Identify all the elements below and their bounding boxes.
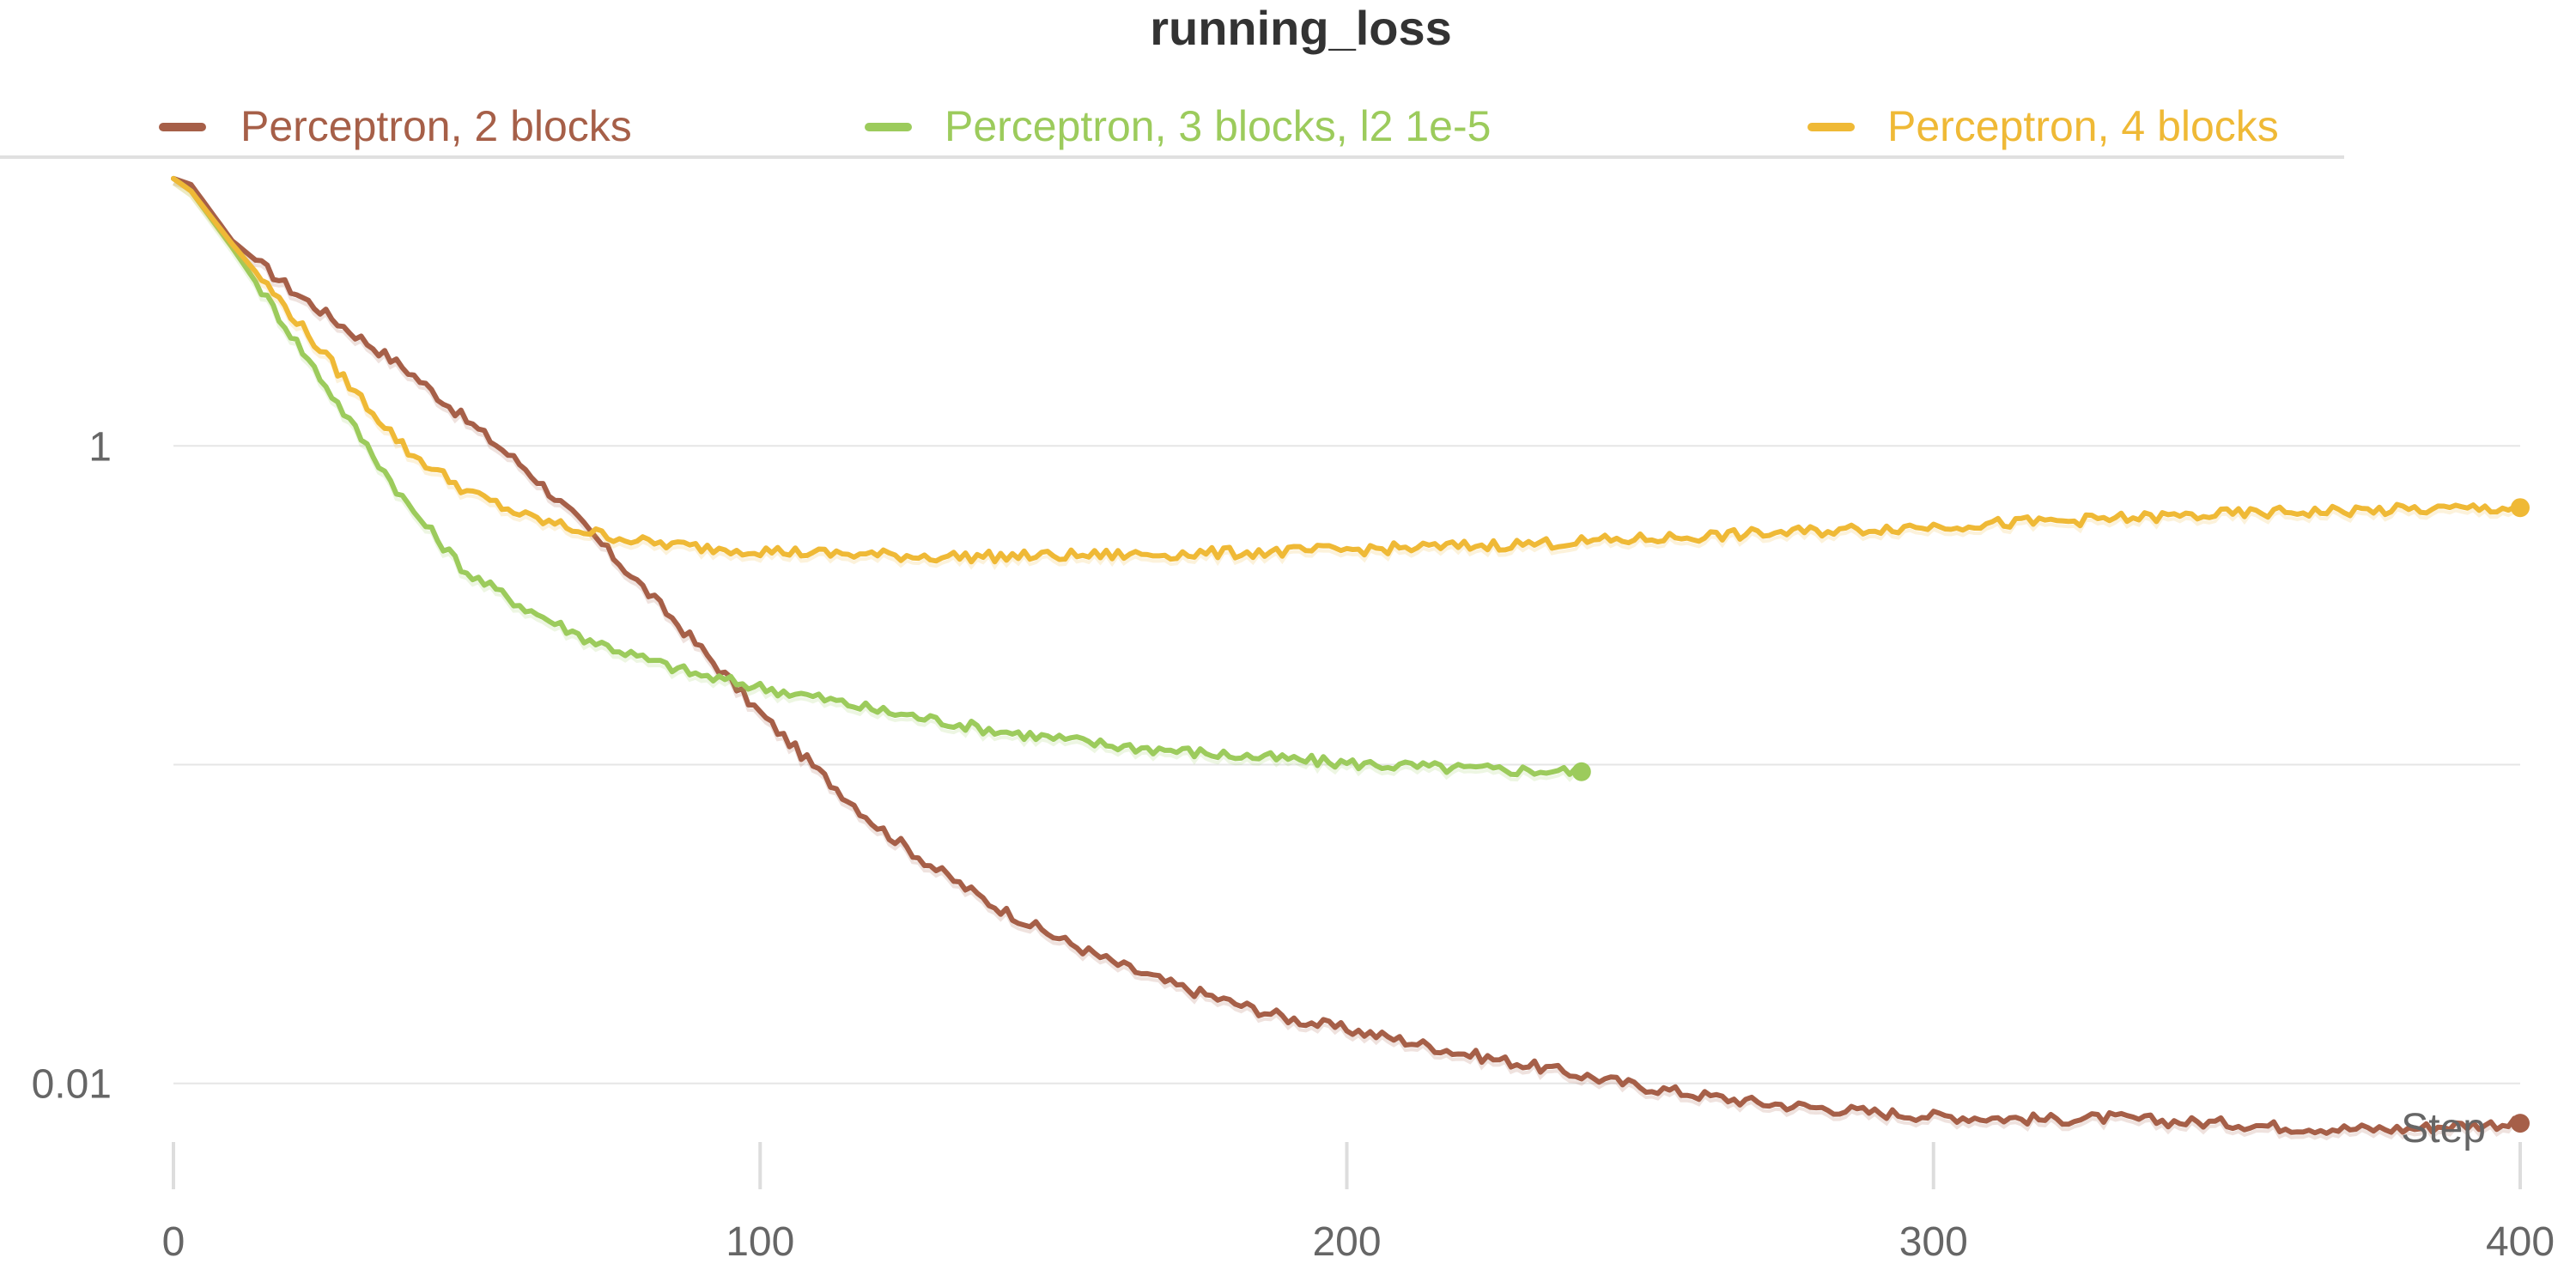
- legend: Perceptron, 2 blocks Perceptron, 3 block…: [0, 102, 2344, 159]
- x-tick-label: 400: [2486, 1219, 2555, 1265]
- x-tick-label: 100: [726, 1219, 794, 1265]
- x-tick-label: 200: [1312, 1219, 1381, 1265]
- series-end-marker: [2511, 498, 2530, 518]
- x-tick-label: 0: [162, 1219, 185, 1265]
- x-tick-label: 300: [1899, 1219, 1968, 1265]
- series-line: [171, 175, 2523, 1136]
- series-band: [172, 182, 2521, 570]
- legend-label-2: Perceptron, 3 blocks, l2 1e-5: [945, 102, 1491, 150]
- series-end-marker: [2511, 1114, 2530, 1133]
- series-line: [171, 175, 2523, 565]
- x-axis-label: Step: [2401, 1106, 2486, 1151]
- series-line: [171, 175, 1584, 778]
- y-axis: 10.01: [32, 424, 112, 1107]
- y-tick-label: 1: [88, 424, 112, 470]
- series-end-marker: [1571, 762, 1591, 781]
- chart-title: running_loss: [1150, 1, 1452, 55]
- series-band: [173, 182, 2522, 1141]
- series-band: [172, 182, 1583, 782]
- legend-label-1: Perceptron, 2 blocks: [240, 102, 632, 150]
- x-axis: 0 100 200 300 400: [162, 1142, 2555, 1265]
- legend-label-3: Perceptron, 4 blocks: [1887, 102, 2279, 150]
- plot-area: [171, 175, 2530, 1141]
- y-tick-label: 0.01: [32, 1062, 112, 1108]
